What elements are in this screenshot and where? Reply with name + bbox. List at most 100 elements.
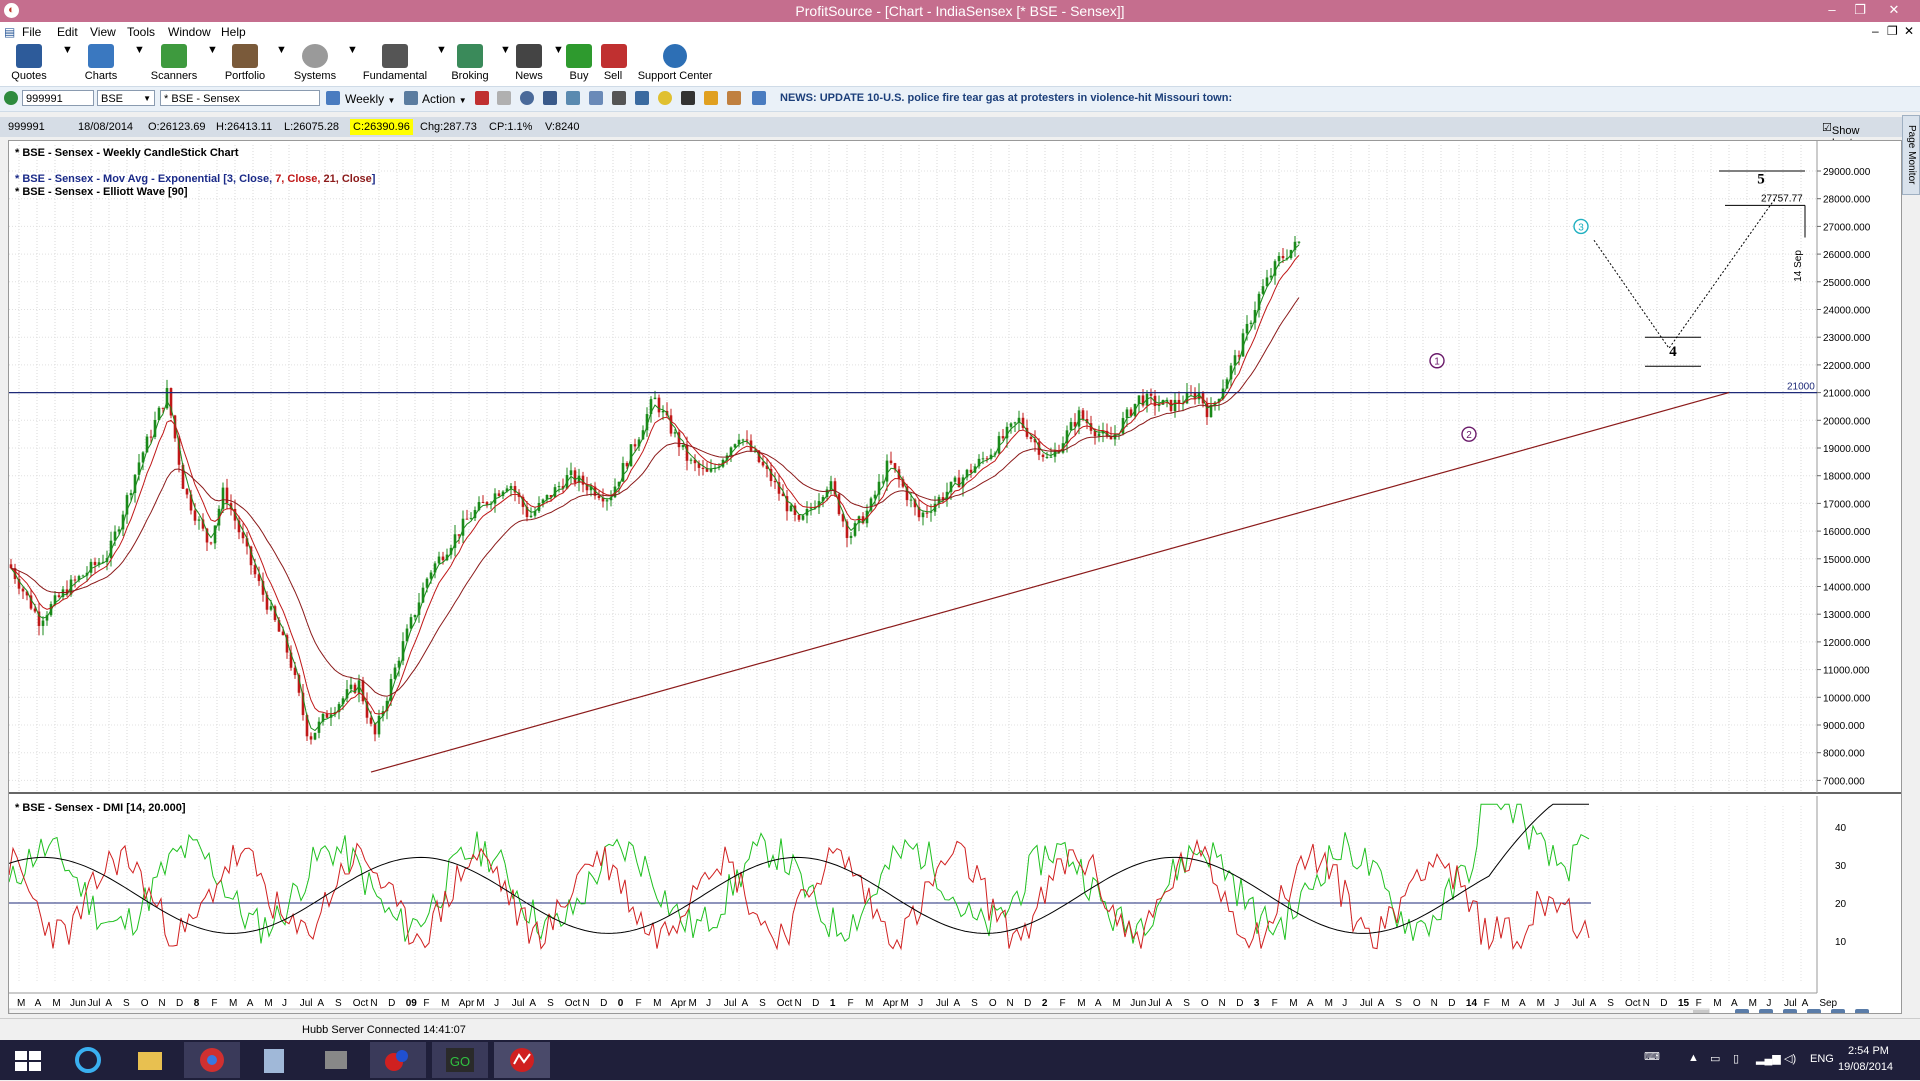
candle-body [1153, 395, 1157, 407]
fundamental-button[interactable]: Fundamental [360, 44, 430, 82]
quotes-button[interactable]: Quotes [8, 44, 50, 82]
period-select[interactable]: Weekly ▼ [345, 92, 396, 106]
candle-body [193, 510, 197, 521]
broking-dropdown-icon[interactable]: ▼ [500, 44, 511, 56]
time-axis-label: M [1325, 998, 1333, 1009]
news-ticker[interactable]: NEWS: UPDATE 10-U.S. police fire tear ga… [780, 92, 1233, 104]
file-explorer-icon[interactable] [122, 1042, 178, 1078]
tray-network-icon[interactable]: ▭ [1710, 1053, 1721, 1065]
candle-body [1209, 404, 1213, 418]
security-name-input[interactable]: * BSE - Sensex [160, 90, 320, 106]
tools-icon[interactable] [612, 91, 626, 105]
wave-2-label-circle [1461, 426, 1477, 442]
save-icon[interactable] [497, 91, 511, 105]
target-label: 27757.77 [1761, 193, 1803, 204]
support-center-button[interactable]: Support Center [636, 44, 714, 82]
scanners-button[interactable]: Scanners [148, 44, 200, 82]
systems-dropdown-icon[interactable]: ▼ [347, 44, 358, 56]
time-axis-label: M [476, 998, 484, 1009]
news-dropdown-icon[interactable]: ▼ [553, 44, 564, 56]
profitsource-go-icon[interactable]: GO [432, 1042, 488, 1078]
exchange-select[interactable]: BSE ▼ [97, 90, 155, 106]
mdi-minimize-icon[interactable]: – [1872, 24, 1879, 38]
restore-icon[interactable]: ❐ [1854, 2, 1866, 17]
idea-icon[interactable] [658, 91, 672, 105]
document-icon[interactable]: ▤ [4, 25, 16, 39]
start-icon[interactable] [0, 1042, 56, 1078]
sell-button[interactable]: Sell [601, 44, 627, 82]
mdi-close-icon[interactable]: ✕ [1904, 24, 1915, 38]
time-axis-label: J [1766, 998, 1771, 1009]
action-select[interactable]: Action ▼ [422, 92, 467, 106]
menu-file[interactable]: File [22, 25, 42, 39]
time-axis-label: F [1696, 998, 1702, 1009]
candle-body [353, 684, 357, 693]
buy-button[interactable]: Buy [566, 44, 592, 82]
app-grid-icon[interactable] [308, 1042, 364, 1078]
menu-tools[interactable]: Tools [127, 25, 156, 39]
charts-button[interactable]: Charts [80, 44, 122, 82]
indicator-icon[interactable] [589, 91, 603, 105]
candle-body [417, 602, 421, 615]
menu-help[interactable]: Help [221, 25, 246, 39]
mdi-restore-icon[interactable]: ❐ [1887, 24, 1898, 38]
scanners-dropdown-icon[interactable]: ▼ [207, 44, 218, 56]
show-last-checkbox[interactable]: ☑ Show Last [1822, 122, 1860, 149]
candle-body [1077, 410, 1081, 427]
candle-body [121, 514, 125, 530]
portfolio-dropdown-icon[interactable]: ▼ [276, 44, 287, 56]
chart-canvas[interactable]: 29000.00028000.00027000.00026000.0002500… [9, 141, 1901, 1013]
candle-body [985, 458, 989, 460]
quotes-dropdown-icon[interactable]: ▼ [62, 44, 73, 56]
calculator-icon[interactable] [246, 1042, 302, 1078]
candle-body [205, 528, 209, 543]
time-axis-label: Jul [1360, 998, 1373, 1009]
go-icon[interactable] [4, 91, 18, 105]
tray-date[interactable]: 19/08/2014 [1838, 1061, 1894, 1073]
media-icon[interactable] [370, 1042, 426, 1078]
tray-signal-icon[interactable]: ▂▄▆ [1756, 1053, 1781, 1065]
broking-button[interactable]: Broking [448, 44, 492, 82]
systems-button[interactable]: Systems [290, 44, 340, 82]
candle-body [729, 447, 733, 456]
charts-dropdown-icon[interactable]: ▼ [134, 44, 145, 56]
toggle-icon[interactable] [681, 91, 695, 105]
favorite-icon[interactable] [704, 91, 718, 105]
chart-area[interactable]: 29000.000 28000.000 27000.000 26000.000 2500… [8, 140, 1902, 1014]
tray-time[interactable]: 2:54 PM [1848, 1045, 1889, 1057]
time-axis-label: N [794, 998, 801, 1009]
close-icon[interactable]: ✕ [1888, 2, 1900, 17]
compare-icon[interactable] [566, 91, 580, 105]
line-study-icon[interactable] [635, 91, 649, 105]
candle-body [1001, 436, 1005, 439]
profitsource-chart-icon[interactable] [494, 1042, 550, 1078]
app-logo-icon[interactable]: ◐ [4, 3, 19, 18]
menu-edit[interactable]: Edit [57, 25, 78, 39]
page-monitor-tab[interactable]: Page Monitor [1902, 115, 1920, 195]
candle-body [961, 477, 965, 488]
keyboard-icon[interactable]: ⌨ [1644, 1051, 1660, 1063]
candle-body [293, 667, 297, 676]
minimize-icon[interactable]: – [1828, 2, 1836, 17]
portfolio-button[interactable]: Portfolio [220, 44, 270, 82]
alert-icon[interactable] [727, 91, 741, 105]
candle-body [1137, 395, 1141, 404]
time-axis-label: A [954, 998, 961, 1009]
time-axis-label: F [847, 998, 853, 1009]
tray-volume-icon[interactable]: ◁) [1784, 1053, 1797, 1065]
tray-battery-icon[interactable]: ▯ [1733, 1053, 1740, 1065]
fundamental-dropdown-icon[interactable]: ▼ [436, 44, 447, 56]
chrome-icon[interactable] [184, 1042, 240, 1078]
tray-language[interactable]: ENG [1810, 1053, 1834, 1065]
internet-explorer-icon[interactable] [60, 1042, 116, 1078]
crosshair-icon[interactable] [520, 91, 534, 105]
menu-window[interactable]: Window [168, 25, 211, 39]
security-code-input[interactable]: 999991 [22, 90, 94, 106]
news-button[interactable]: News [514, 44, 544, 82]
candle-body [89, 561, 93, 573]
down-arrow-icon[interactable] [475, 91, 489, 105]
menu-view[interactable]: View [90, 25, 116, 39]
tray-expand-icon[interactable]: ▲ [1688, 1052, 1699, 1064]
candle-body [1093, 430, 1097, 437]
chart-template-icon[interactable] [543, 91, 557, 105]
